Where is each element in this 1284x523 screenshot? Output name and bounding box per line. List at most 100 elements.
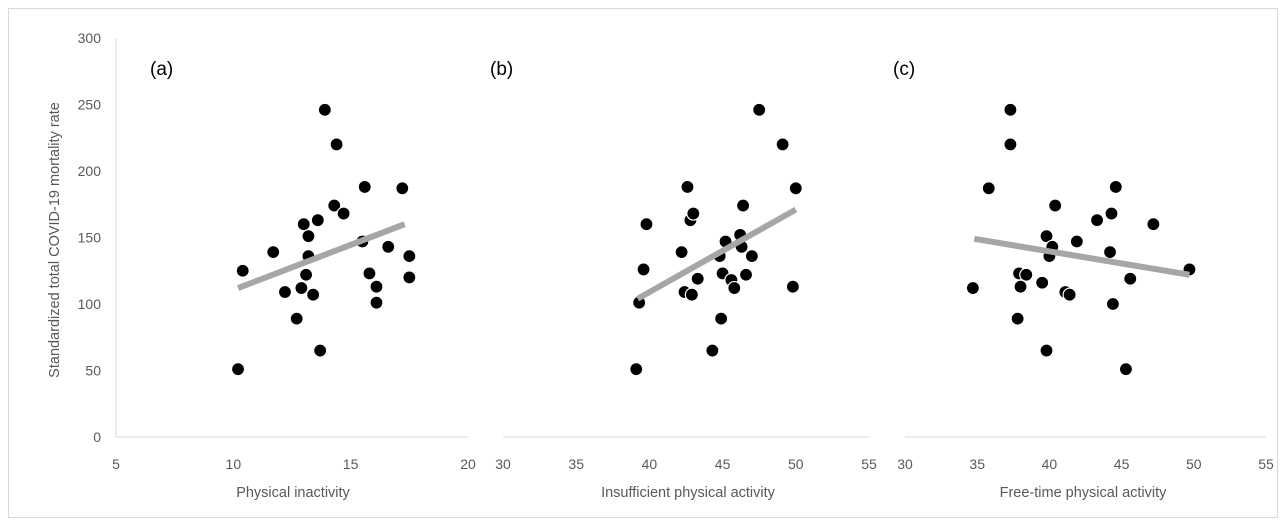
x-axis-title: Free-time physical activity (1000, 485, 1168, 501)
data-point (402, 249, 417, 264)
data-point (965, 280, 980, 296)
data-point (296, 217, 311, 232)
y-axis-title: Standardized total COVID-19 mortality ra… (47, 102, 63, 378)
panel-a: 5 10 15 20 Physical inactivity (a) (112, 59, 476, 501)
x-tick-label: 50 (788, 456, 804, 472)
panel-label: (a) (150, 59, 173, 80)
data-point (705, 343, 720, 358)
data-point (301, 229, 316, 244)
data-point (636, 262, 651, 277)
data-point (744, 249, 759, 264)
data-point (1108, 179, 1123, 195)
trendline (636, 206, 798, 302)
x-tick-label: 55 (1258, 456, 1274, 472)
data-point (1039, 343, 1054, 358)
x-tick-label: 40 (642, 456, 658, 472)
data-point (1062, 287, 1077, 302)
data-point (1104, 206, 1119, 221)
data-point (1019, 267, 1034, 282)
data-point (289, 311, 304, 326)
data-point (306, 287, 321, 302)
y-axis: 0 50 100 150 200 250 300 (78, 30, 117, 445)
data-point (680, 179, 695, 195)
data-point (1039, 229, 1054, 244)
data-point (1035, 275, 1050, 290)
x-tick-label: 30 (897, 456, 913, 472)
y-tick-label: 100 (78, 296, 102, 312)
data-point (369, 279, 384, 294)
data-point (639, 217, 654, 232)
data-point (362, 266, 377, 281)
x-tick-label: 50 (1186, 456, 1202, 472)
data-point (395, 181, 410, 196)
x-tick-label: 45 (1114, 456, 1130, 472)
panel-label: (c) (893, 59, 915, 80)
data-point (298, 267, 314, 282)
x-tick-label: 20 (460, 456, 476, 472)
data-point (686, 206, 701, 221)
data-point (1010, 311, 1025, 326)
panel-label: (b) (490, 59, 513, 80)
data-point (1089, 213, 1105, 228)
data-point (235, 263, 250, 278)
data-point (738, 267, 754, 282)
data-point (1146, 217, 1161, 232)
y-tick-label: 50 (85, 363, 101, 379)
x-tick-label: 5 (112, 456, 120, 472)
trendline (236, 221, 406, 291)
x-axis-title: Insufficient physical activity (601, 485, 776, 501)
data-point (336, 206, 351, 221)
data-point (230, 362, 246, 377)
data-point (369, 295, 384, 310)
data-point (629, 362, 644, 377)
data-point (1102, 245, 1118, 260)
x-tick-label: 15 (343, 456, 359, 472)
data-point (317, 102, 332, 117)
data-point (788, 181, 803, 196)
data-point (1105, 296, 1121, 312)
data-point (727, 280, 742, 296)
data-point (1003, 137, 1018, 152)
data-point (684, 287, 699, 302)
data-point (294, 280, 309, 296)
panel-b: 30 35 40 45 50 55 Insufficient physical activi… (490, 59, 877, 501)
data-point (313, 343, 328, 358)
x-tick-label: 40 (1042, 456, 1058, 472)
data-point (690, 271, 705, 286)
x-tick-label: 35 (969, 456, 985, 472)
data-point (1048, 198, 1063, 213)
data-point (714, 311, 729, 326)
data-point (266, 245, 281, 260)
data-point (277, 284, 293, 300)
data-point (752, 102, 767, 117)
data-point (357, 179, 372, 195)
x-tick-label: 30 (495, 456, 511, 472)
y-tick-label: 200 (78, 163, 102, 179)
data-point (1003, 102, 1018, 117)
data-point (329, 137, 344, 152)
data-point (381, 239, 396, 254)
y-tick-label: 300 (78, 30, 102, 46)
data-point (310, 213, 325, 228)
y-tick-label: 0 (93, 429, 101, 445)
data-point (402, 270, 417, 285)
x-tick-label: 45 (715, 456, 731, 472)
data-point (327, 198, 342, 213)
data-point (1013, 279, 1028, 294)
panel-c: 30 35 40 45 50 55 Free-time physical activity (… (893, 59, 1274, 501)
data-point (735, 198, 751, 213)
x-tick-label: 55 (861, 456, 877, 472)
data-point (775, 137, 790, 152)
trendline (973, 235, 1190, 278)
x-axis-title: Physical inactivity (236, 485, 350, 501)
data-point (1069, 234, 1084, 249)
x-tick-label: 35 (568, 456, 584, 472)
data-point (1118, 362, 1134, 377)
panels: 5 10 15 20 Physical inactivity (a) 30 35 40 45 50 5… (112, 59, 1274, 501)
data-point (674, 245, 689, 260)
y-tick-label: 150 (78, 230, 102, 246)
data-point (785, 279, 800, 294)
data-point (1123, 271, 1138, 286)
y-tick-label: 250 (78, 97, 102, 113)
